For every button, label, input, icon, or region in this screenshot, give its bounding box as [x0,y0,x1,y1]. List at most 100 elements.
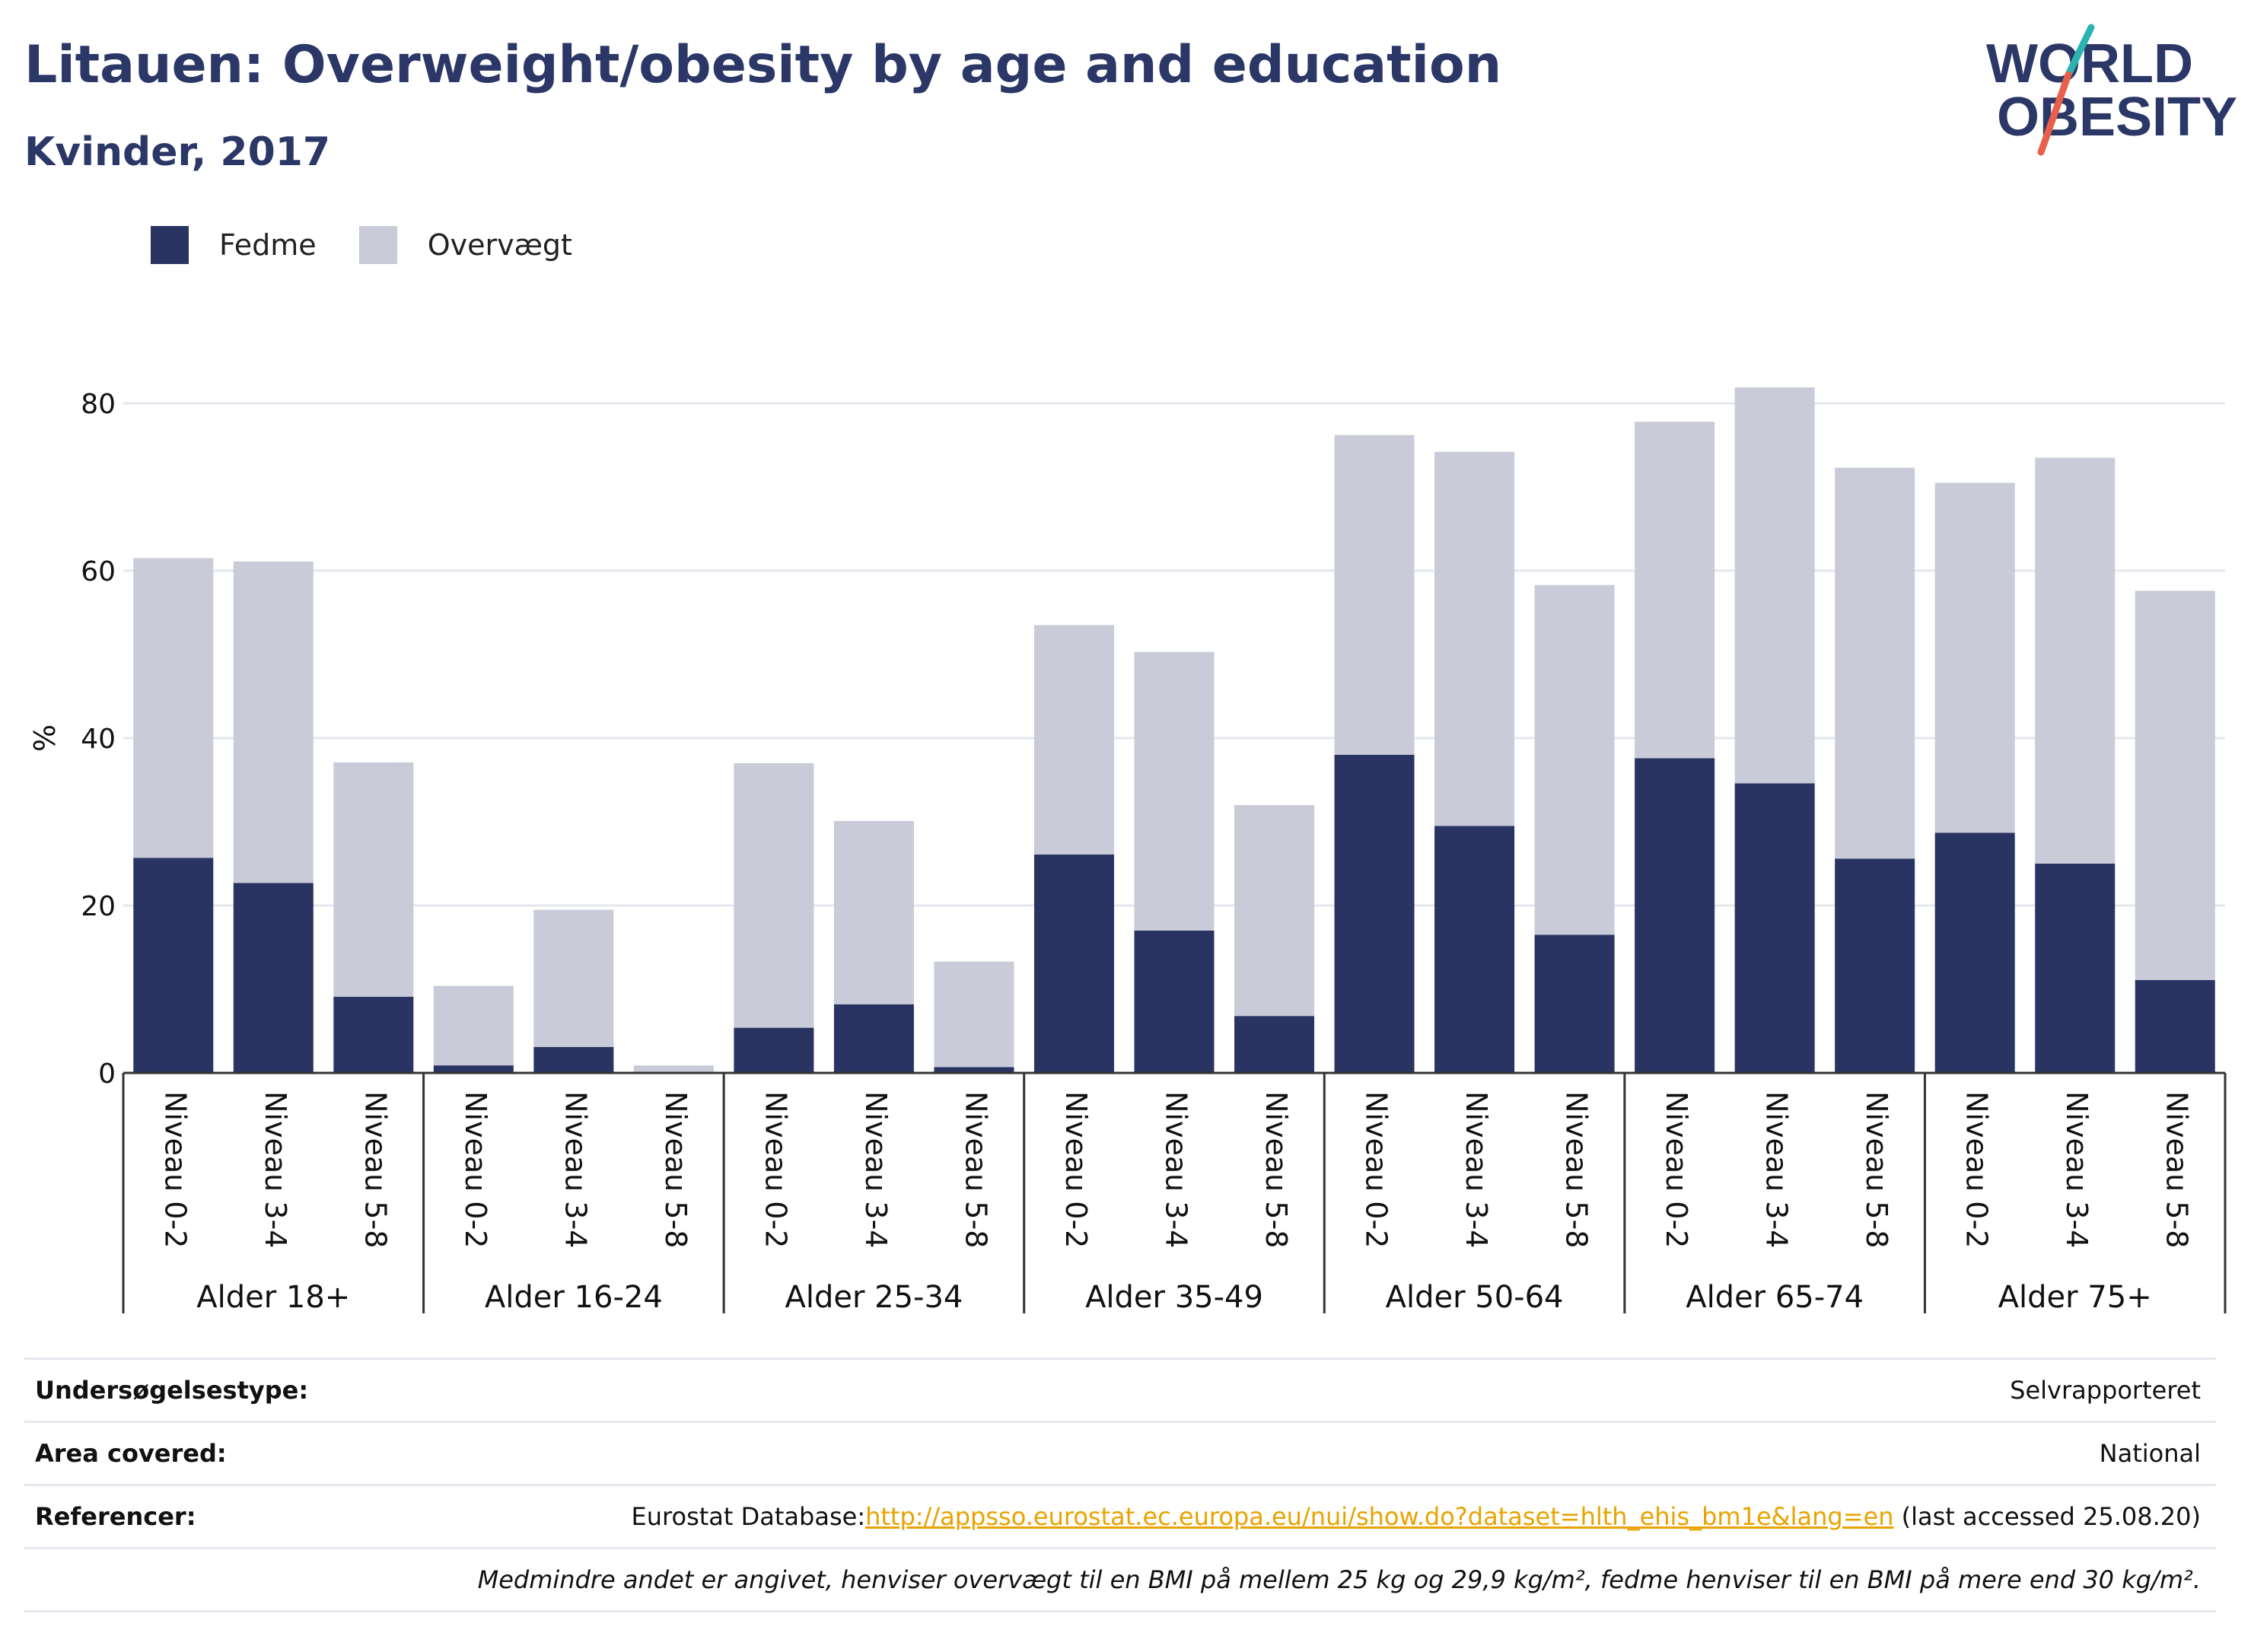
bar-fedme-10 [1134,931,1215,1073]
legend-swatch-fedme [151,226,189,264]
bar-fedme-0 [133,858,214,1073]
bar-fedme-6 [734,1027,814,1073]
group-label-4: Alder 50-64 [1386,1280,1564,1315]
y-axis: 0 20 40 60 80% [28,389,116,1090]
bar-fedme-14 [1534,934,1615,1073]
bar-overvaegt-6 [734,763,814,1028]
bar-fedme-17 [1835,858,1915,1073]
y-axis-label: % [28,724,62,752]
bar-overvaegt-7 [833,820,914,1004]
info-row-note: Medmindre andet er angivet, henviser ove… [24,1547,2216,1612]
bar-overvaegt-12 [1334,434,1415,755]
bar-fedme-13 [1434,826,1515,1073]
bar-overvaegt-0 [133,558,214,858]
bar-fedme-11 [1234,1016,1315,1073]
group-label-1: Alder 16-24 [485,1280,663,1315]
info-table: Undersøgelsestype: Selvrapporteret Area … [24,1358,2216,1612]
x-tick-label-4: Niveau 3-4 [559,1091,592,1248]
bar-overvaegt-17 [1835,467,1915,859]
logo-line-1: WORLD [1986,33,2193,94]
x-tick-label-11: Niveau 5-8 [1259,1091,1293,1248]
legend-label-overvaegt: Overvægt [427,228,572,262]
legend-item-fedme[interactable]: Fedme [151,226,317,264]
logo-slash-coral [2037,71,2072,156]
x-tick-label-10: Niveau 3-4 [1160,1091,1193,1248]
x-tick-label-3: Niveau 0-2 [459,1091,492,1248]
bar-overvaegt-18 [1934,482,2015,833]
x-tick-label-2: Niveau 5-8 [358,1091,392,1248]
definition-note: Medmindre andet er angivet, henviser ove… [477,1565,2201,1594]
bar-fedme-3 [433,1065,514,1073]
x-tick-label-14: Niveau 5-8 [1560,1091,1594,1248]
world-obesity-logo: WORLD OBESITY [1986,24,2237,156]
x-tick-label-19: Niveau 3-4 [2060,1091,2093,1248]
bar-overvaegt-8 [934,961,1014,1068]
bar-overvaegt-5 [633,1065,714,1073]
references-value: Eurostat Database:http://appsso.eurostat… [632,1502,2216,1531]
x-tick-label-8: Niveau 5-8 [959,1091,992,1248]
bar-fedme-9 [1033,854,1114,1073]
bar-fedme-15 [1635,758,1715,1073]
bar-fedme-1 [233,883,314,1073]
references-link[interactable]: http://appsso.eurostat.ec.europa.eu/nui/… [865,1502,1894,1531]
survey-type-label: Undersøgelsestype: [35,1376,309,1405]
group-label-3: Alder 35-49 [1085,1280,1263,1315]
bar-fedme-2 [333,996,414,1073]
x-tick-label-18: Niveau 0-2 [1960,1091,1994,1248]
x-tick-label-7: Niveau 3-4 [859,1091,893,1248]
x-tick-label-15: Niveau 0-2 [1660,1091,1693,1248]
group-label-5: Alder 65-74 [1686,1280,1864,1315]
bar-fedme-20 [2135,979,2215,1073]
logo-slash-teal [2065,24,2095,78]
x-tick-label-1: Niveau 3-4 [259,1091,292,1248]
legend-item-overvaegt[interactable]: Overvægt [358,226,572,264]
group-label-0: Alder 18+ [196,1280,350,1315]
area-value: National [2099,1439,2201,1468]
bar-overvaegt-15 [1635,422,1715,759]
bar-overvaegt-1 [233,561,314,883]
bar-overvaegt-20 [2135,590,2215,980]
area-label: Area covered: [35,1439,227,1468]
x-tick-label-6: Niveau 0-2 [759,1091,792,1248]
bar-fedme-4 [533,1046,614,1073]
bar-overvaegt-13 [1434,451,1515,826]
x-axis: Niveau 0-2 Niveau 3-4 Niveau 5-8 Niveau 0-2… [122,1071,2227,1315]
group-label-6: Alder 75+ [1998,1280,2152,1315]
y-tick-label-80: 80 [81,389,116,420]
bar-overvaegt-11 [1234,805,1315,1017]
bar-overvaegt-3 [433,985,514,1066]
bar-overvaegt-16 [1734,387,1815,784]
info-row-references: Referencer: Eurostat Database:http://app… [24,1484,2216,1547]
logo-line-2: OBESITY [1997,87,2237,148]
bar-overvaegt-10 [1134,651,1215,931]
references-label: Referencer: [35,1502,196,1531]
x-tick-label-12: Niveau 0-2 [1360,1091,1393,1248]
x-tick-label-20: Niveau 5-8 [2160,1091,2194,1248]
x-tick-label-13: Niveau 3-4 [1460,1091,1493,1248]
bar-fedme-19 [2035,864,2116,1073]
survey-type-value: Selvrapporteret [2010,1376,2201,1405]
bar-fedme-8 [934,1067,1014,1073]
bar-overvaegt-2 [333,762,414,997]
bar-fedme-16 [1734,783,1815,1073]
bar-fedme-12 [1334,755,1415,1073]
bar-fedme-7 [833,1004,914,1073]
references-prefix: Eurostat Database: [631,1502,866,1531]
chart-title: Litauen: Overweight/obesity by age and e… [24,35,1502,95]
y-tick-label-40: 40 [81,724,116,755]
bar-chart: 0 20 40 60 80% Niveau 0-2 Niveau 3-4 Niveau 5-… [28,387,2227,1315]
bar-overvaegt-9 [1033,625,1114,855]
info-row-survey-type: Undersøgelsestype: Selvrapporteret [24,1358,2216,1421]
x-tick-label-0: Niveau 0-2 [158,1091,192,1248]
references-suffix: (last accessed 25.08.20) [1893,1502,2201,1531]
chart-subtitle: Kvinder, 2017 [24,129,331,175]
x-tick-label-9: Niveau 0-2 [1059,1091,1093,1248]
bar-overvaegt-4 [533,909,614,1047]
group-label-2: Alder 25-34 [785,1280,963,1315]
y-tick-label-60: 60 [81,556,116,587]
bar-overvaegt-19 [2035,457,2116,864]
x-tick-label-17: Niveau 5-8 [1860,1091,1893,1248]
info-row-area: Area covered: National [24,1421,2216,1484]
y-tick-label-20: 20 [81,891,116,922]
x-tick-label-5: Niveau 5-8 [659,1091,692,1248]
